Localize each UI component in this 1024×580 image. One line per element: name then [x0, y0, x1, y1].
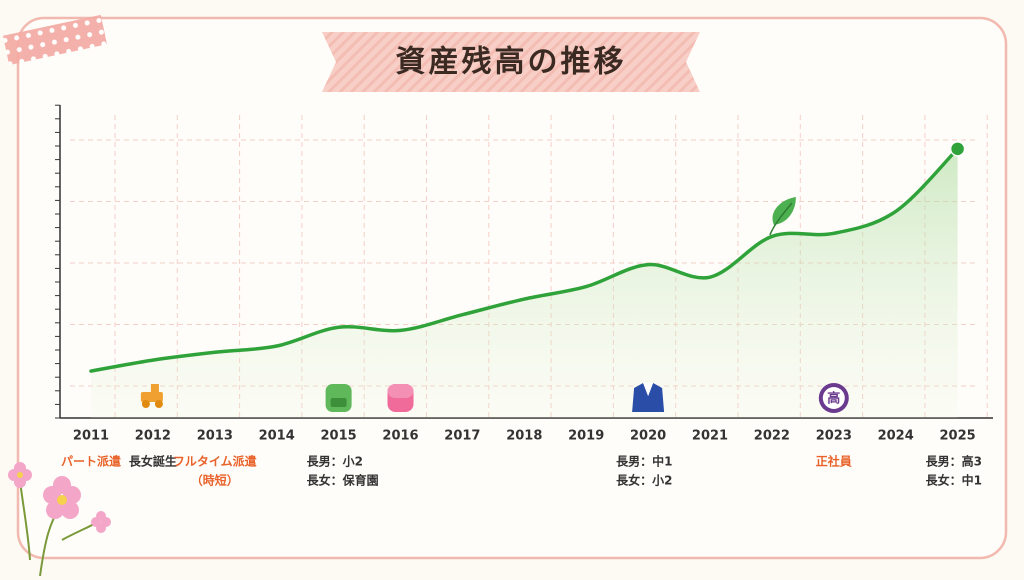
event-label: 長男：小2 — [307, 454, 363, 469]
wheel — [154, 400, 163, 408]
event-label: 長女：中1 — [926, 473, 982, 488]
x-tick-label: 2015 — [321, 429, 357, 444]
event-label: フルタイム派遣 — [173, 454, 257, 469]
x-tick-label: 2021 — [692, 429, 728, 444]
event-label: 長男：中1 — [616, 454, 672, 469]
icon — [325, 384, 352, 412]
event-label: 正社員 — [816, 454, 852, 469]
event-label: 長女：小2 — [616, 473, 672, 488]
x-tick-label: 2022 — [754, 429, 790, 444]
chart-title: 資産残高の推移 — [396, 45, 627, 80]
event-label: 長女：保育園 — [307, 473, 379, 488]
frame — [16, 16, 1008, 560]
x-tick-label: 2018 — [506, 429, 542, 444]
washi-tape — [2, 14, 108, 66]
blazer — [632, 383, 665, 412]
area — [91, 148, 958, 418]
icon: 高 — [818, 383, 849, 413]
x-tick-label: 2014 — [259, 429, 295, 444]
line — [89, 147, 960, 373]
emblem-inner — [822, 387, 845, 409]
toy — [140, 392, 163, 402]
x-tick-label: 2023 — [816, 429, 852, 444]
event-label: 長男：高3 — [926, 454, 982, 469]
x-tick-label: 2017 — [444, 429, 480, 444]
x-tick-label: 2011 — [73, 429, 109, 444]
icon — [140, 384, 163, 408]
plot-area: 2011 パート派遣 2012 長女誕生 2013 フルタイム派遣 （時短） 2014 2015… — [55, 104, 993, 488]
pocket — [330, 398, 347, 407]
icon — [632, 383, 665, 412]
wheel — [141, 400, 150, 408]
leaf-icon — [769, 197, 796, 236]
x-tick-label: 2024 — [878, 429, 914, 444]
event-label: （時短） — [191, 473, 239, 488]
x-tick-label: 2025 — [940, 429, 976, 444]
leaf-stem — [769, 202, 793, 236]
event-label: パート派遣 — [61, 454, 121, 469]
collar — [643, 383, 654, 396]
end-point — [949, 141, 966, 157]
title-banner — [322, 32, 700, 92]
x-tick-label: 2019 — [568, 429, 604, 444]
leaf — [772, 197, 796, 225]
x-tick-label: 2020 — [630, 429, 666, 444]
event-label: 長女誕生 — [129, 454, 177, 469]
toy — [150, 384, 159, 393]
emblem-text: 高 — [827, 391, 840, 407]
flowers — [8, 462, 111, 577]
x-tick-label: 2016 — [382, 429, 418, 444]
flap — [387, 384, 414, 398]
x-tick-label: 2013 — [197, 429, 233, 444]
x-tick-label: 2012 — [135, 429, 171, 444]
icon — [387, 384, 414, 412]
